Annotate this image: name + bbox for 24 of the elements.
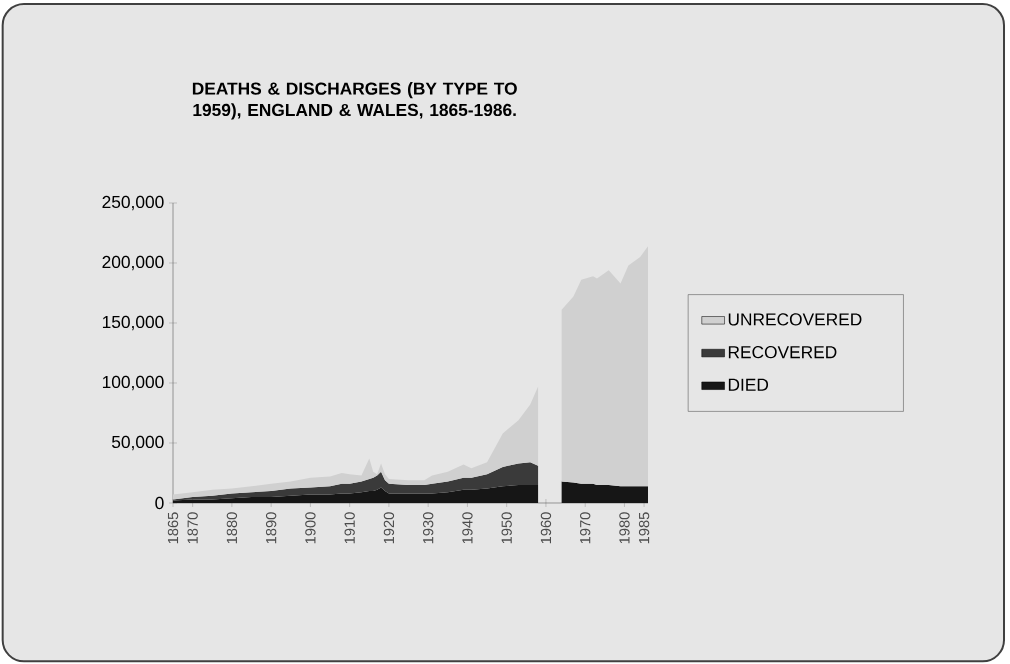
- legend-label: RECOVERED: [728, 346, 837, 359]
- y-tick-label: 0: [155, 496, 164, 510]
- x-tick-label: 1870: [187, 512, 198, 544]
- x-tick-label: 1930: [422, 512, 434, 544]
- x-tick-label: 1960: [540, 512, 552, 544]
- x-tick-label: 1970: [580, 512, 591, 544]
- x-tick-label: 1980: [619, 512, 630, 544]
- chart-title: DEATHS & DISCHARGES (BY TYPE TO 1959), ENGLAND & WALES, 1865-1986.: [192, 82, 517, 120]
- x-tick-label: 1910: [344, 512, 355, 544]
- x-tick-label: 1890: [265, 512, 277, 544]
- x-tick-label: 1880: [226, 512, 238, 544]
- x-tick-label: 1950: [501, 512, 512, 544]
- legend-label: DIED: [728, 378, 769, 391]
- x-tick-label: 1940: [462, 512, 473, 544]
- y-tick-label: 50,000: [111, 435, 164, 451]
- y-tick-label: 250,000: [102, 195, 164, 211]
- x-tick-label: 1920: [383, 512, 395, 544]
- x-tick-label: 1985: [638, 512, 650, 544]
- x-tick-label: 1865: [167, 512, 179, 544]
- y-tick-label: 100,000: [102, 375, 164, 391]
- x-tick-label: 1900: [305, 512, 316, 544]
- y-tick-label: 200,000: [102, 255, 164, 271]
- legend-label: UNRECOVERED: [728, 313, 862, 326]
- y-tick-label: 150,000: [102, 315, 164, 331]
